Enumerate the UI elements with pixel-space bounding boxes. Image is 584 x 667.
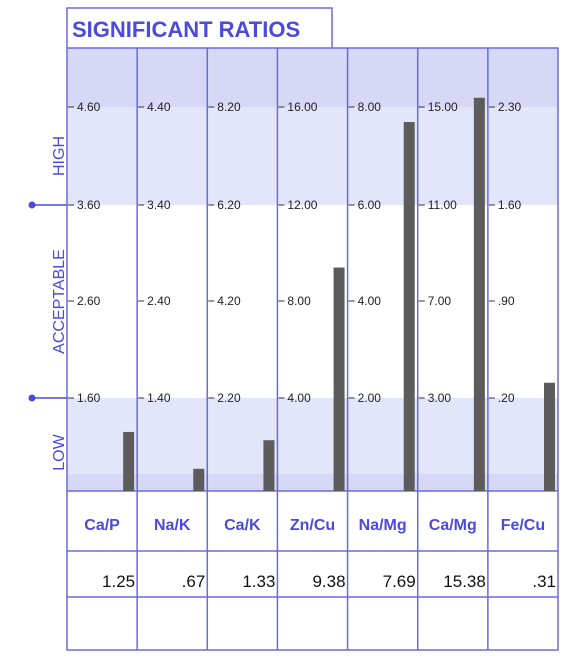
bar (473, 97, 485, 491)
tick-label: 3.60 (77, 198, 101, 212)
tick-label: 6.20 (217, 198, 241, 212)
tick-label: 4.60 (77, 100, 101, 114)
tick-label: 2.30 (498, 100, 522, 114)
tick-label: 4.00 (287, 391, 311, 405)
bar (263, 440, 275, 491)
tick-label: .20 (498, 391, 515, 405)
bar (193, 468, 205, 491)
title-tab-border (66, 7, 333, 48)
tick-label: 2.00 (358, 391, 382, 405)
tick-label: 6.00 (358, 198, 382, 212)
tick-label: 2.40 (147, 294, 171, 308)
chart-frame (66, 47, 559, 651)
band-bottom (67, 474, 558, 491)
bar (123, 431, 135, 491)
category-label: Na/Mg (359, 517, 407, 534)
tick-label: 8.00 (287, 294, 311, 308)
zone-marker-dot-1 (28, 394, 36, 402)
category-label: Zn/Cu (290, 517, 335, 534)
value-label: 1.25 (102, 572, 135, 591)
tick-label: 12.00 (287, 198, 317, 212)
zone-label-acceptable: ACCEPTABLE (51, 249, 68, 354)
tick-label: 16.00 (287, 100, 317, 114)
band-top (67, 48, 558, 107)
value-label: .31 (532, 572, 556, 591)
zone-marker-dot-0 (28, 201, 36, 209)
tick-label: 15.00 (428, 100, 458, 114)
tick-label: 2.60 (77, 294, 101, 308)
category-label: Na/K (154, 517, 191, 534)
tick-label: 3.40 (147, 198, 171, 212)
tick-label: 1.60 (77, 391, 101, 405)
zone-label-low: LOW (51, 433, 68, 470)
tick-label: 4.00 (358, 294, 382, 308)
tick-label: 11.00 (428, 198, 457, 212)
bar (544, 382, 555, 491)
category-label: Fe/Cu (501, 517, 545, 534)
value-label: 9.38 (312, 572, 345, 591)
category-label: Ca/P (84, 517, 120, 534)
value-label: 1.33 (242, 572, 275, 591)
value-label: .67 (182, 572, 206, 591)
bar (403, 122, 415, 491)
bar (333, 267, 345, 491)
chart-title: SIGNIFICANT RATIOS (72, 17, 300, 42)
tick-label: 1.40 (147, 391, 171, 405)
tick-label: 1.60 (498, 198, 522, 212)
tick-label: 4.20 (217, 294, 241, 308)
tick-label: 8.00 (358, 100, 382, 114)
tick-label: .90 (498, 294, 515, 308)
value-label: 15.38 (443, 572, 486, 591)
tick-label: 2.20 (217, 391, 241, 405)
category-label: Ca/Mg (429, 517, 477, 534)
tick-label: 7.00 (428, 294, 452, 308)
zone-label-high: HIGH (51, 136, 68, 176)
category-label: Ca/K (224, 517, 261, 534)
tick-label: 3.00 (428, 391, 452, 405)
value-label: 7.69 (383, 572, 416, 591)
tick-label: 8.20 (217, 100, 241, 114)
tick-label: 4.40 (147, 100, 171, 114)
